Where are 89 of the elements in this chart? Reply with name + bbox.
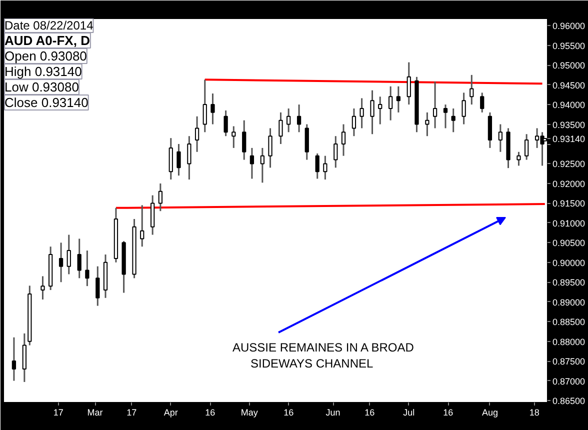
x-tick-label: 18 <box>529 408 540 418</box>
candlestick <box>250 147 254 180</box>
candlestick <box>85 250 90 287</box>
annotation: AUD A0-FX, D <box>4 33 90 48</box>
candlestick <box>388 86 393 122</box>
candlestick <box>315 152 320 180</box>
candlestick <box>268 127 272 168</box>
candlestick <box>296 104 302 133</box>
candlestick <box>66 234 71 275</box>
annotation: Open 0.93080 <box>4 48 87 64</box>
candlestick <box>194 116 200 153</box>
y-tick-label: 0.92500 <box>552 159 586 170</box>
candlestick <box>278 112 283 145</box>
y-tick-label: 0.87500 <box>552 356 586 367</box>
candlestick <box>58 242 64 283</box>
candlestick <box>462 92 466 126</box>
x-tick-label: 17 <box>126 408 137 418</box>
candlestick <box>524 133 529 161</box>
y-tick-label: 0.91000 <box>552 218 586 228</box>
y-tick-label: 0.89500 <box>552 278 586 288</box>
y-tick-label: 0.88000 <box>552 336 586 347</box>
candlestick <box>396 86 400 114</box>
candlestick <box>232 125 236 149</box>
x-tick-label: 16 <box>205 408 216 418</box>
candlestick <box>187 135 192 180</box>
x-tick-label: Jul <box>403 408 415 418</box>
candlestick <box>432 80 438 129</box>
annotation: Close 0.93140 <box>4 95 88 110</box>
y-tick-label: 0.90500 <box>552 238 586 248</box>
y-tick-label: 0.92000 <box>552 178 586 189</box>
y-tick-label: 0.94000 <box>552 100 586 110</box>
candlestick <box>260 147 264 184</box>
y-tick-label: 0.95500 <box>552 40 586 51</box>
candlestick <box>360 97 364 129</box>
candlestick <box>323 155 328 180</box>
candlestick <box>480 92 484 114</box>
candlestick <box>12 336 16 382</box>
x-tick-label: 16 <box>364 408 375 418</box>
x-tick-label: Mar <box>87 408 103 418</box>
y-tick-label: 0.89000 <box>552 297 586 308</box>
candlestick <box>210 92 215 126</box>
candlestick <box>370 90 374 135</box>
candlestick <box>378 96 382 126</box>
x-tick-label: Aug <box>482 408 498 418</box>
y-tick-label: 0.86500 <box>552 396 586 406</box>
y-tick-label: 0.87000 <box>552 376 586 386</box>
candlestick <box>140 204 144 248</box>
annotation: AUSSIE REMAINES IN A BROAD SIDEWAYS CHANNEL <box>232 340 414 370</box>
candlestick <box>202 78 207 133</box>
x-tick-label: 16 <box>443 408 454 418</box>
x-tick-label: Apr <box>164 408 178 418</box>
candlestick <box>242 120 246 161</box>
annotation: Low 0.93080 <box>4 80 79 94</box>
y-tick-label: 0.88500 <box>552 317 586 328</box>
annotation: High 0.93140 <box>4 64 82 79</box>
candlestick <box>406 62 411 106</box>
candlestick <box>498 124 502 153</box>
candlestick <box>451 108 456 133</box>
candlestick <box>96 266 100 307</box>
candlestick <box>470 74 474 106</box>
candlestick <box>77 238 82 279</box>
candlestick <box>176 143 181 176</box>
candlestick <box>352 108 356 137</box>
y-tick-label: 0.94500 <box>552 80 586 90</box>
candlestick <box>158 182 162 212</box>
y-tick-label: 0.93500 <box>552 120 586 130</box>
y-tick-label: 0.91500 <box>552 198 586 209</box>
candlestick <box>150 194 155 236</box>
candlestick <box>22 332 26 383</box>
y-tick-label: 0.93140 <box>552 134 586 144</box>
candlestick <box>304 124 309 161</box>
candlestick <box>168 137 173 180</box>
y-tick-label: 0.95000 <box>552 60 586 71</box>
x-tick-label: 17 <box>53 408 64 418</box>
x-tick-label: Jun <box>326 408 340 418</box>
x-tick-label: May <box>240 408 258 418</box>
candlestick <box>334 135 338 168</box>
candlestick <box>443 104 448 129</box>
y-tick-label: 0.90000 <box>552 258 586 268</box>
candlestick <box>224 110 228 137</box>
candlestick <box>341 124 346 157</box>
candlestick <box>40 275 45 300</box>
candlestick <box>286 108 291 133</box>
annotation: Date 08/22/2014 <box>4 18 94 32</box>
y-tick-label: 0.96000 <box>552 21 586 32</box>
x-tick-label: 16 <box>284 408 294 418</box>
candlestick <box>425 112 430 137</box>
candlestick <box>488 112 492 149</box>
candlestick <box>516 151 521 166</box>
